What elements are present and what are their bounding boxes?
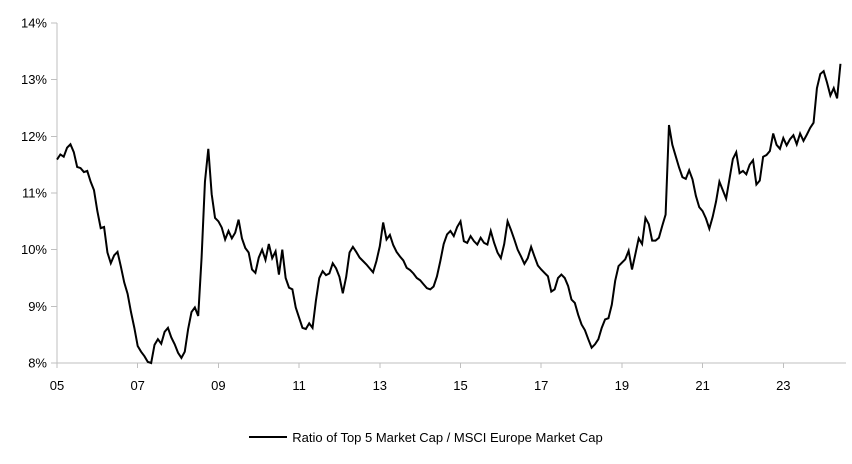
x-tick-label: 09 [211,378,225,393]
y-tick-label: 14% [21,16,47,31]
y-tick-label: 13% [21,72,47,87]
legend-label: Ratio of Top 5 Market Cap / MSCI Europe … [292,429,603,445]
y-tick-label: 10% [21,242,47,257]
x-tick-label: 05 [50,378,64,393]
x-tick-label: 19 [615,378,629,393]
legend: Ratio of Top 5 Market Cap / MSCI Europe … [0,424,852,450]
line-chart: 8% 9% 10% 11% 12% 13% 14% 05 07 09 11 13 15 17 19 21 23 [21,16,846,393]
data-series-line [56,63,842,365]
y-tick-label: 12% [21,129,47,144]
y-tick-label: 9% [28,299,47,314]
x-tick-label: 15 [453,378,467,393]
x-tick-label: 23 [776,378,790,393]
x-tick-label: 13 [373,378,387,393]
x-tick-label: 17 [534,378,548,393]
x-tick-label: 21 [695,378,709,393]
x-tick-label: 11 [292,378,306,393]
y-tick-label: 8% [28,356,47,371]
x-tick-label: 07 [130,378,144,393]
y-tick-label: 11% [22,186,47,201]
legend-line-sample [249,436,288,438]
